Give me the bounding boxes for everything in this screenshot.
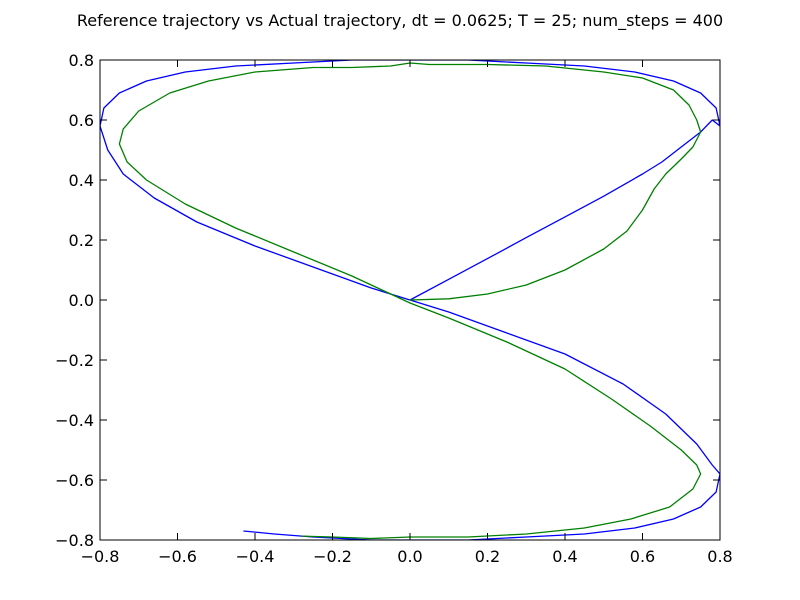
x-tick-label: 0.6 bbox=[630, 547, 655, 566]
axes-layer: −0.8 −0.6 −0.4 −0.2 0.0 0.2 0.4 0.6 0.8 −0.8 −0.6 −… bbox=[55, 51, 733, 566]
x-tick-label: −0.4 bbox=[236, 547, 275, 566]
series-layer bbox=[100, 60, 720, 540]
y-tick-label: 0.4 bbox=[69, 171, 94, 190]
x-tick-label: 0.0 bbox=[397, 547, 422, 566]
chart-title: Reference trajectory vs Actual trajector… bbox=[77, 11, 723, 31]
y-tick-label: 0.8 bbox=[69, 51, 94, 70]
y-tick-label: −0.2 bbox=[55, 351, 94, 370]
y-tick-label: −0.4 bbox=[55, 411, 94, 430]
y-tick-label: −0.6 bbox=[55, 471, 94, 490]
x-tick-label: 0.4 bbox=[552, 547, 577, 566]
y-tick-label: 0.0 bbox=[69, 291, 94, 310]
x-tick-label: 0.2 bbox=[475, 547, 500, 566]
y-tick-label: 0.6 bbox=[69, 111, 94, 130]
y-tick-label: −0.8 bbox=[55, 531, 94, 550]
x-tick-label: 0.8 bbox=[707, 547, 732, 566]
series-line-1 bbox=[100, 60, 720, 540]
x-tick-label: −0.2 bbox=[313, 547, 352, 566]
y-tick-label: 0.2 bbox=[69, 231, 94, 250]
series-line-2 bbox=[118, 62, 702, 540]
x-tick-label: −0.8 bbox=[81, 547, 120, 566]
x-tick-label: −0.6 bbox=[158, 547, 197, 566]
